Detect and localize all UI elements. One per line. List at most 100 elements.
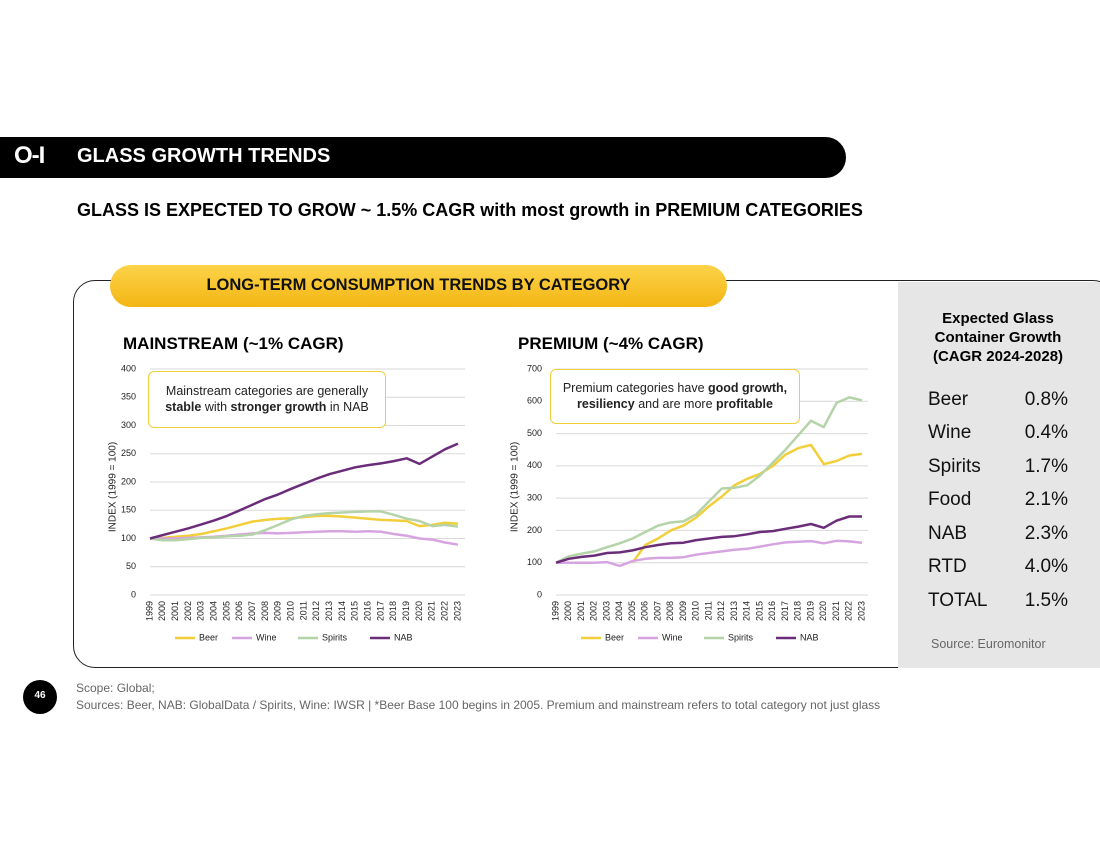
- x-tick-label: 2022: [440, 601, 450, 621]
- table-row: RTD 4.0%: [928, 551, 1068, 585]
- y-tick-label: 500: [527, 428, 542, 438]
- x-tick-label: 2014: [337, 601, 347, 621]
- legend-label: Spirits: [322, 632, 348, 642]
- category-cell: Wine: [928, 422, 972, 444]
- y-tick-label: 300: [527, 493, 542, 503]
- x-tick-label: 2008: [665, 601, 675, 621]
- x-tick-label: 2002: [183, 601, 193, 621]
- y-tick-label: 400: [121, 363, 136, 373]
- y-tick-label: 400: [527, 460, 542, 470]
- y-tick-label: 250: [121, 448, 136, 458]
- table-row: Wine 0.4%: [928, 417, 1068, 451]
- x-tick-label: 2014: [742, 601, 752, 621]
- legend-label: NAB: [394, 632, 413, 642]
- chart-title: MAINSTREAM (~1% CAGR): [123, 334, 344, 353]
- y-axis-label: INDEX (1999 = 100): [108, 442, 119, 532]
- annotation-segment: Mainstream categories are generally: [165, 383, 369, 398]
- y-tick-label: 100: [527, 557, 542, 567]
- x-tick-label: 2002: [589, 601, 599, 621]
- table-source: Source: Euromonitor: [931, 637, 1046, 651]
- x-tick-label: 2004: [614, 601, 624, 621]
- y-tick-label: 0: [131, 589, 136, 599]
- x-tick-label: 2015: [754, 601, 764, 621]
- legend-label: NAB: [800, 632, 819, 642]
- x-tick-label: 2009: [273, 601, 283, 621]
- y-tick-label: 200: [527, 525, 542, 535]
- chart-title: PREMIUM (~4% CAGR): [518, 334, 704, 353]
- category-cell: NAB: [928, 522, 968, 544]
- series-line: [555, 396, 863, 564]
- x-tick-label: 2016: [363, 601, 373, 621]
- y-tick-label: 350: [121, 392, 136, 402]
- x-tick-label: 2008: [260, 601, 270, 621]
- annotation-segment: with: [201, 399, 231, 414]
- annotation-text: Premium categories have good growth, res…: [559, 381, 791, 412]
- annotation-text: Mainstream categories are generally stab…: [157, 384, 377, 415]
- subtitle: GLASS IS EXPECTED TO GROW ~ 1.5% CAGR wi…: [77, 200, 863, 220]
- value-cell: 4.0%: [1024, 556, 1068, 578]
- table-row: Beer 0.8%: [928, 383, 1068, 417]
- x-tick-label: 2019: [401, 601, 411, 621]
- x-tick-label: 2017: [375, 601, 385, 621]
- legend-label: Wine: [256, 632, 277, 642]
- annotation: Premium categories have good growth, res…: [550, 369, 800, 424]
- table-row: Food 2.1%: [928, 484, 1068, 518]
- x-tick-label: 2020: [818, 601, 828, 621]
- value-cell: 0.4%: [1024, 422, 1068, 444]
- annotation-segment: profitable: [716, 396, 773, 411]
- header-bar: [0, 137, 846, 178]
- x-tick-label: 2006: [234, 601, 244, 621]
- legend-label: Wine: [662, 632, 683, 642]
- x-tick-label: 2021: [831, 601, 841, 621]
- y-tick-label: 200: [121, 476, 136, 486]
- page-number: 46: [34, 690, 46, 701]
- value-cell: 2.1%: [1024, 489, 1068, 511]
- series-line: [149, 442, 459, 540]
- x-tick-label: 2019: [805, 601, 815, 621]
- y-tick-label: 700: [527, 363, 542, 373]
- value-cell: 0.8%: [1024, 388, 1068, 410]
- y-axis-label: INDEX (1999 = 100): [510, 442, 521, 532]
- series-line: [631, 443, 863, 564]
- value-cell: 1.5%: [1024, 589, 1068, 611]
- y-tick-label: 300: [121, 420, 136, 430]
- x-tick-label: 1999: [144, 601, 154, 621]
- annotation-segment: in NAB: [326, 399, 369, 414]
- annotation-segment: stable: [165, 399, 202, 414]
- legend-label: Spirits: [728, 632, 754, 642]
- table-background: [898, 282, 1100, 668]
- table-rows: Beer 0.8% Wine 0.4% Spirits 1.7% Food 2.1% NAB 2.…: [928, 383, 1068, 618]
- category-cell: Beer: [928, 388, 969, 410]
- x-tick-label: 2001: [170, 601, 180, 621]
- x-tick-label: 2013: [324, 601, 334, 621]
- series-line: [555, 515, 862, 564]
- annotation-segment: and are more: [634, 396, 717, 411]
- category-cell: RTD: [928, 556, 967, 578]
- x-tick-label: 2013: [729, 601, 739, 621]
- y-tick-label: 0: [537, 589, 542, 599]
- value-cell: 2.3%: [1024, 522, 1068, 544]
- x-tick-label: 2005: [221, 601, 231, 621]
- y-tick-label: 100: [121, 533, 136, 543]
- x-tick-label: 2003: [601, 601, 611, 621]
- x-tick-label: 2018: [388, 601, 398, 621]
- annotation-segment: stronger growth: [230, 399, 327, 414]
- x-tick-label: 2018: [793, 601, 803, 621]
- x-tick-label: 2010: [286, 601, 296, 621]
- x-tick-label: 2003: [196, 601, 206, 621]
- scope: Scope: Global;: [76, 681, 155, 695]
- page-number-circle: [23, 680, 57, 714]
- x-tick-label: 2006: [640, 601, 650, 621]
- x-tick-label: 2000: [157, 601, 167, 621]
- y-tick-label: 600: [527, 396, 542, 406]
- x-tick-label: 2011: [298, 601, 308, 620]
- x-tick-label: 2020: [414, 601, 424, 621]
- legend-label: Beer: [605, 632, 624, 642]
- table-title: Expected Glass Container Growth (CAGR 20…: [932, 310, 1064, 365]
- table-row: Spirits 1.7%: [928, 450, 1068, 484]
- x-tick-label: 2012: [311, 601, 321, 621]
- annotation: Mainstream categories are generally stab…: [148, 371, 386, 428]
- annotation-segment: good growth, resiliency: [577, 380, 788, 411]
- x-tick-label: 2023: [452, 601, 462, 621]
